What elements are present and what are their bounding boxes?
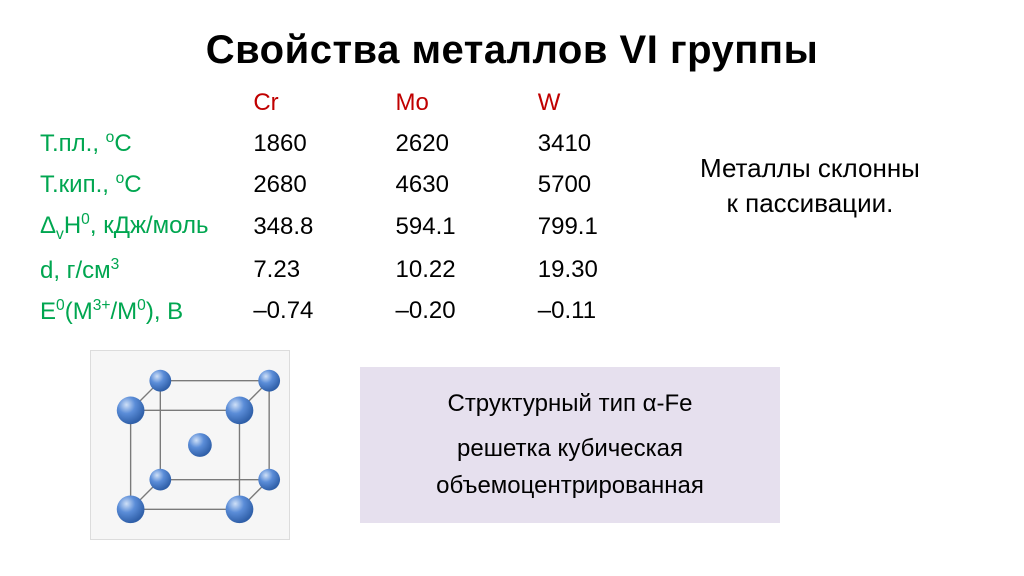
cell: 10.22 xyxy=(396,250,538,291)
row-label: Т.кип., оС xyxy=(40,164,253,205)
page-title: Свойства металлов VI группы xyxy=(40,28,984,73)
table-row: ΔvH0, кДж/моль 348.8 594.1 799.1 xyxy=(40,205,680,250)
cell: 799.1 xyxy=(538,205,680,250)
table-row: d, г/см3 7.23 10.22 19.30 xyxy=(40,250,680,291)
cell: –0.11 xyxy=(538,291,680,332)
row-label: d, г/см3 xyxy=(40,250,253,291)
slide: Свойства металлов VI группы Cr Mo W Т.пл… xyxy=(0,0,1024,576)
cell: –0.74 xyxy=(253,291,395,332)
cell: 2680 xyxy=(253,164,395,205)
side-note: Металлы склоннык пассивации. xyxy=(700,151,920,221)
cell: 2620 xyxy=(396,123,538,164)
cell: 1860 xyxy=(253,123,395,164)
table-row: Т.кип., оС 2680 4630 5700 xyxy=(40,164,680,205)
content-row: Cr Mo W Т.пл., оС 1860 2620 3410 Т.кип.,… xyxy=(40,83,984,332)
cell: 7.23 xyxy=(253,250,395,291)
properties-table: Cr Mo W Т.пл., оС 1860 2620 3410 Т.кип.,… xyxy=(40,83,680,332)
row-label: ΔvH0, кДж/моль xyxy=(40,205,253,250)
row-label: E0(M3+/M0), В xyxy=(40,291,253,332)
bottom-row: Структурный тип α-Fe решетка кубическая … xyxy=(40,350,984,540)
col-header: Mo xyxy=(396,83,538,123)
lattice-svg xyxy=(91,351,289,539)
col-header: Cr xyxy=(253,83,395,123)
cell: 348.8 xyxy=(253,205,395,250)
structure-caption: Структурный тип α-Fe решетка кубическая … xyxy=(360,367,780,523)
properties-table-block: Cr Mo W Т.пл., оС 1860 2620 3410 Т.кип.,… xyxy=(40,83,680,332)
lattice-diagram xyxy=(90,350,290,540)
cell: 3410 xyxy=(538,123,680,164)
caption-line-2: решетка кубическая объемоцентрированная xyxy=(388,430,752,504)
cell: 5700 xyxy=(538,164,680,205)
cell: –0.20 xyxy=(396,291,538,332)
table-row: E0(M3+/M0), В –0.74 –0.20 –0.11 xyxy=(40,291,680,332)
col-header: W xyxy=(538,83,680,123)
cell: 594.1 xyxy=(396,205,538,250)
table-row: Т.пл., оС 1860 2620 3410 xyxy=(40,123,680,164)
caption-line-1: Структурный тип α-Fe xyxy=(388,385,752,422)
cell: 4630 xyxy=(396,164,538,205)
table-body: Т.пл., оС 1860 2620 3410 Т.кип., оС 2680… xyxy=(40,123,680,332)
row-label: Т.пл., оС xyxy=(40,123,253,164)
cell: 19.30 xyxy=(538,250,680,291)
